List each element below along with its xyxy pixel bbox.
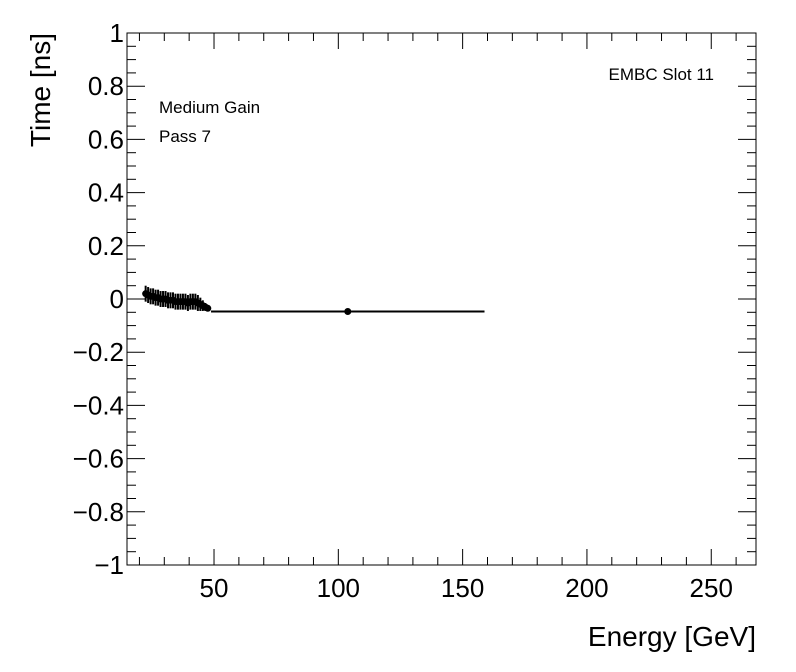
data-point xyxy=(344,308,352,316)
y-tick-label: 0.4 xyxy=(88,178,124,208)
gain-annotation: Medium Gain xyxy=(159,98,260,117)
y-tick-label: 0.2 xyxy=(88,231,124,261)
y-tick-label: −0.4 xyxy=(73,390,124,420)
y-tick-label: −1 xyxy=(94,550,124,580)
x-tick-label: 150 xyxy=(441,573,484,603)
x-tick-label: 250 xyxy=(690,573,733,603)
axis-ticks xyxy=(127,32,756,566)
x-axis-title: Energy [GeV] xyxy=(588,621,756,652)
data-points xyxy=(142,285,485,316)
x-tick-labels: 50 100 150 200 250 xyxy=(200,573,733,603)
pass-annotation: Pass 7 xyxy=(159,127,211,146)
y-tick-label: −0.2 xyxy=(73,337,124,367)
y-tick-label: −0.8 xyxy=(73,497,124,527)
x-tick-label: 50 xyxy=(200,573,229,603)
y-tick-label: −0.6 xyxy=(73,444,124,474)
slot-annotation: EMBC Slot 11 xyxy=(608,65,714,84)
y-tick-label: 1 xyxy=(110,18,124,48)
y-tick-label: 0.8 xyxy=(88,71,124,101)
data-point xyxy=(204,304,212,312)
x-tick-label: 200 xyxy=(565,573,608,603)
y-tick-label: 0 xyxy=(110,284,124,314)
x-tick-label: 100 xyxy=(317,573,360,603)
y-axis-title: Time [ns] xyxy=(25,33,56,147)
y-tick-label: 0.6 xyxy=(88,124,124,154)
y-tick-labels: −1 −0.8 −0.6 −0.4 −0.2 0 0.2 0.4 0.6 0.8 1 xyxy=(73,18,124,580)
